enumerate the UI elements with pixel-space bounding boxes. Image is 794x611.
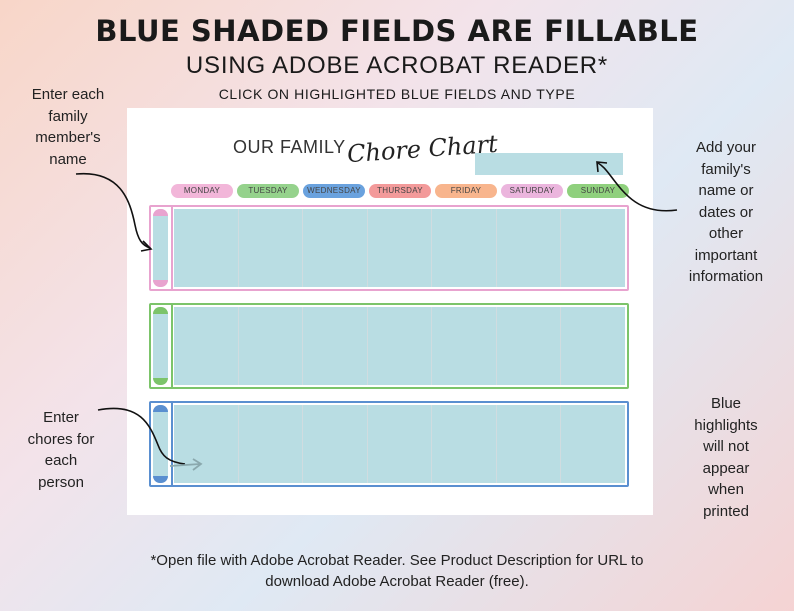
chore-field-thursday[interactable] (368, 209, 433, 287)
day-monday: MONDAY (171, 184, 233, 198)
arrowhead-icon (596, 161, 608, 173)
day-saturday: SATURDAY (501, 184, 563, 198)
chore-field-wednesday[interactable] (303, 209, 368, 287)
day-sunday: SUNDAY (567, 184, 629, 198)
member-name-field[interactable] (153, 209, 168, 287)
chore-field-saturday[interactable] (497, 405, 562, 483)
day-thursday: THURSDAY (369, 184, 431, 198)
page-subtitle: USING ADOBE ACROBAT READER* (185, 52, 609, 79)
chore-cells (174, 307, 625, 385)
arrowhead-icon (192, 458, 203, 471)
arrow-to-chore-field (97, 407, 186, 465)
note-left-bottom: Enter chores for each person (12, 407, 110, 493)
chore-field-wednesday[interactable] (303, 307, 368, 385)
chore-field-tuesday[interactable] (239, 209, 304, 287)
member-name-field[interactable] (153, 307, 168, 385)
note-line: highlights (694, 416, 758, 434)
note-line: each (44, 452, 78, 469)
footer-note: *Open file with Adobe Acrobat Reader. Se… (0, 550, 794, 592)
member-name-field[interactable] (153, 405, 168, 483)
chore-field-thursday[interactable] (368, 307, 433, 385)
page-title: BLUE SHADED FIELDS ARE FILLABLE (95, 14, 699, 48)
chore-field-wednesday[interactable] (303, 405, 368, 483)
page-instruction: CLICK ON HIGHLIGHTED BLUE FIELDS AND TYP… (218, 86, 576, 102)
note-right-top: Add your family's name or dates or other… (676, 137, 776, 288)
chore-cells (174, 209, 625, 287)
note-line: name (49, 150, 87, 168)
family-name-field[interactable] (475, 153, 623, 175)
chore-chart-sheet: OUR FAMILY Chore Chart MONDAY TUESDAY WE… (127, 108, 653, 515)
chore-field-tuesday[interactable] (239, 405, 304, 483)
chore-field-saturday[interactable] (497, 209, 562, 287)
day-header-row: MONDAY TUESDAY WEDNESDAY THURSDAY FRIDAY… (171, 184, 631, 198)
note-line: family's (701, 160, 751, 178)
chore-cells (174, 405, 625, 483)
chore-field-tuesday[interactable] (239, 307, 304, 385)
day-friday: FRIDAY (435, 184, 497, 198)
family-member-row-1 (149, 205, 629, 291)
chart-title-plain: OUR FAMILY (233, 137, 346, 157)
chore-field-monday[interactable] (174, 307, 239, 385)
chore-field-friday[interactable] (432, 307, 497, 385)
note-line: when (708, 481, 744, 498)
note-line: Add your (695, 139, 757, 156)
name-tab-cap (153, 476, 168, 483)
note-line: appear (702, 459, 750, 477)
chore-field-friday[interactable] (432, 209, 497, 287)
row-divider (171, 403, 173, 485)
note-line: member's (35, 129, 101, 146)
name-tab-cap (153, 405, 168, 412)
note-line: important (694, 246, 758, 264)
name-tab-cap (153, 209, 168, 216)
note-line: printed (703, 502, 749, 520)
day-wednesday: WEDNESDAY (303, 184, 365, 198)
note-line: dates or (698, 203, 754, 221)
name-tab-cap (153, 280, 168, 287)
note-line: will not (703, 438, 749, 455)
chore-field-friday[interactable] (432, 405, 497, 483)
footer-line: *Open file with Adobe Acrobat Reader. Se… (150, 552, 644, 569)
arrow-to-family-field (597, 162, 678, 212)
note-line: family (48, 107, 88, 125)
note-line: chores for (27, 430, 95, 448)
arrowhead-icon (140, 240, 153, 252)
chore-field-monday[interactable] (174, 405, 239, 483)
chore-field-thursday[interactable] (368, 405, 433, 483)
note-left-top: Enter each family member's name (18, 84, 118, 170)
note-line: Enter (43, 409, 79, 426)
note-line: person (38, 473, 84, 491)
note-line: other (708, 225, 744, 242)
note-line: information (688, 268, 764, 285)
note-line: name or (698, 182, 754, 199)
row-divider (171, 305, 173, 387)
day-tuesday: TUESDAY (237, 184, 299, 198)
family-member-row-3 (149, 401, 629, 487)
chore-field-monday[interactable] (174, 209, 239, 287)
name-tab-cap (153, 307, 168, 314)
chore-field-saturday[interactable] (497, 307, 562, 385)
family-member-row-2 (149, 303, 629, 389)
note-line: Enter each (31, 86, 105, 103)
name-tab-cap (153, 378, 168, 385)
note-right-bottom: Blue highlights will not appear when pri… (676, 393, 776, 522)
arrow-inside-chart (169, 463, 201, 467)
arrow-to-name-field (75, 172, 151, 249)
note-line: Blue (710, 395, 742, 412)
footer-line: download Adobe Acrobat Reader (free). (265, 573, 529, 590)
row-divider (171, 207, 173, 289)
